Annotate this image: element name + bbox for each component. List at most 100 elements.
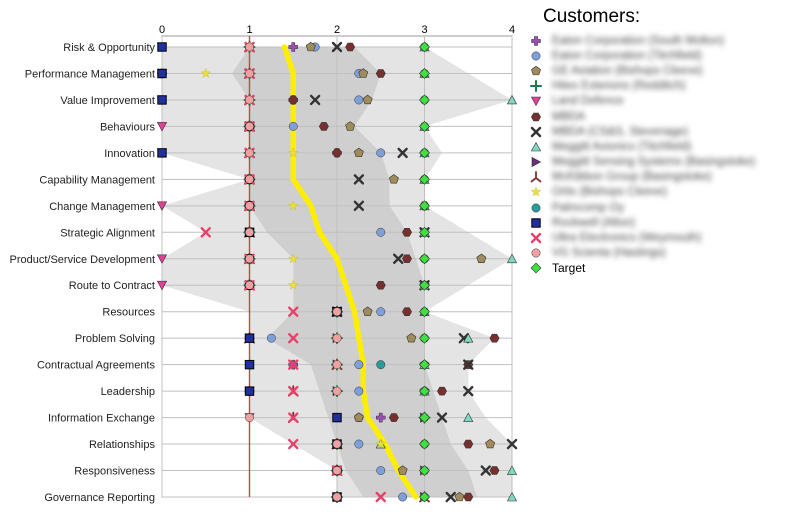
circle-shape [245,174,254,184]
x-shape [506,438,518,450]
x-shape [288,438,299,450]
data-point [419,147,430,159]
category-label: Problem Solving [75,333,155,345]
data-point [419,94,430,106]
data-point [353,200,365,212]
x-shape [375,491,386,503]
hexagon-shape [332,148,342,158]
category-label: Responsiveness [74,466,155,478]
data-point [353,147,364,158]
square-shape [157,148,167,158]
x-shape [288,332,299,344]
legend-marker [530,80,542,93]
data-point [375,438,387,449]
category-label: Performance Management [25,68,155,80]
x-shape [331,41,343,53]
square-shape [157,95,167,105]
pentagon-shape [454,491,465,502]
legend-title: Customers: [543,6,641,27]
legend-marker [531,248,541,258]
diamond-shape [419,253,430,265]
data-point [419,359,430,371]
pentagon-shape [362,94,373,105]
diamond-shape [419,147,430,159]
asterisk-shape [287,147,299,158]
hexagon-shape [375,69,386,78]
data-point [388,174,399,184]
asterisk-shape [287,200,299,211]
legend-item: MBDA [529,109,791,124]
data-point [419,68,430,79]
legend-symbol [530,97,542,107]
circle-shape [531,248,541,258]
circle-shape [398,492,408,502]
data-point [245,69,254,78]
hexagon-shape [437,386,447,396]
data-point [463,439,474,449]
legend-symbol [530,126,542,137]
legend-symbol [531,218,541,228]
data-point [480,465,491,476]
data-point [200,227,211,238]
data-point [287,253,299,264]
data-point [376,412,386,423]
triangle-up-shape [506,465,518,475]
data-point [287,279,299,290]
data-point [376,466,386,475]
data-point [345,121,356,131]
legend-symbol [531,51,541,61]
series-14 [245,42,342,502]
category-label: Change Management [49,201,155,213]
data-point [245,413,254,423]
data-point [419,491,430,503]
legend-symbol [530,186,542,198]
diamond-shape [419,226,430,238]
data-point [332,439,342,449]
diamond-shape [419,412,430,424]
legend-label: GE Aviation (Bishops Cleeve) [552,64,703,77]
data-point [398,492,408,502]
data-point [266,333,276,343]
data-point [402,228,412,237]
category-label: Innovation [104,148,155,160]
data-point [506,253,518,264]
diamond-shape [419,120,430,132]
hexagon-shape [531,112,541,121]
legend-symbol [531,156,542,168]
x-shape [309,94,321,106]
pentagon-shape [476,253,487,263]
legend-label: Eaton Corporation (Titchfield) [552,49,702,62]
legend-marker [531,156,542,168]
x-shape [288,385,299,397]
circle-shape [376,148,386,158]
legend-marker [531,203,541,213]
data-point [485,438,496,449]
x-shape [436,412,448,423]
legend-item: Ortis (Bishops Cleeve) [529,185,791,200]
data-point [332,386,342,396]
data-point [419,332,430,344]
data-point [362,306,373,316]
data-point [245,95,254,105]
data-point [376,307,386,317]
circle-shape [245,201,254,211]
data-point [332,360,342,370]
legend-item: Meggitt Avionics (Titchfield) [529,139,791,154]
triangle-down-shape [530,97,542,107]
pentagon-shape [305,41,316,52]
legend-item: Ultra Electronics (Weymouth) [529,230,791,245]
circle-shape [245,95,254,105]
x-shape [353,174,365,185]
data-point [419,279,430,291]
circle-shape [245,254,254,264]
legend-marker [531,51,541,61]
x-tick-label: 0 [159,24,165,36]
data-point [156,254,168,264]
hexagon-shape [402,228,412,237]
data-point [156,201,168,211]
circle-shape [354,360,364,370]
data-point [376,227,386,237]
legend-symbol [531,65,541,76]
legend-symbol [530,232,542,244]
legend-symbol [531,203,541,213]
